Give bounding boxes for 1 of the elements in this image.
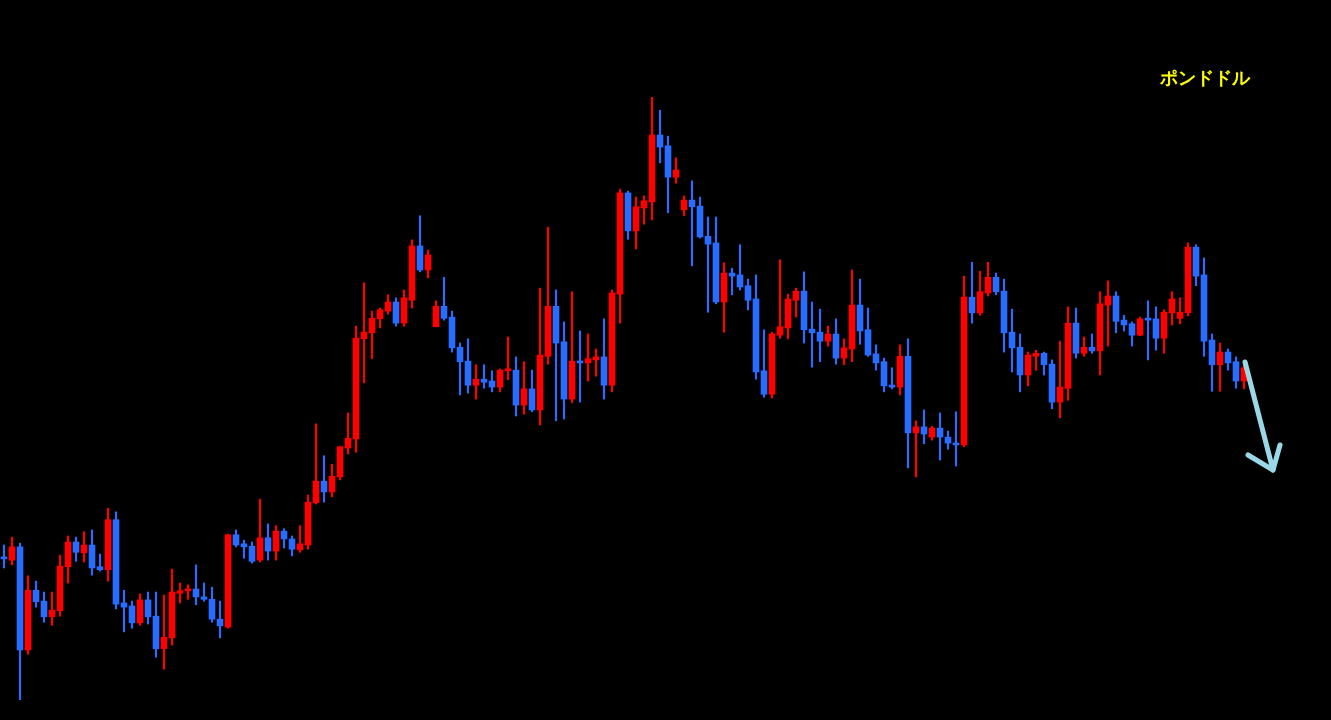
chart-title: ポンドドル: [1160, 66, 1250, 90]
